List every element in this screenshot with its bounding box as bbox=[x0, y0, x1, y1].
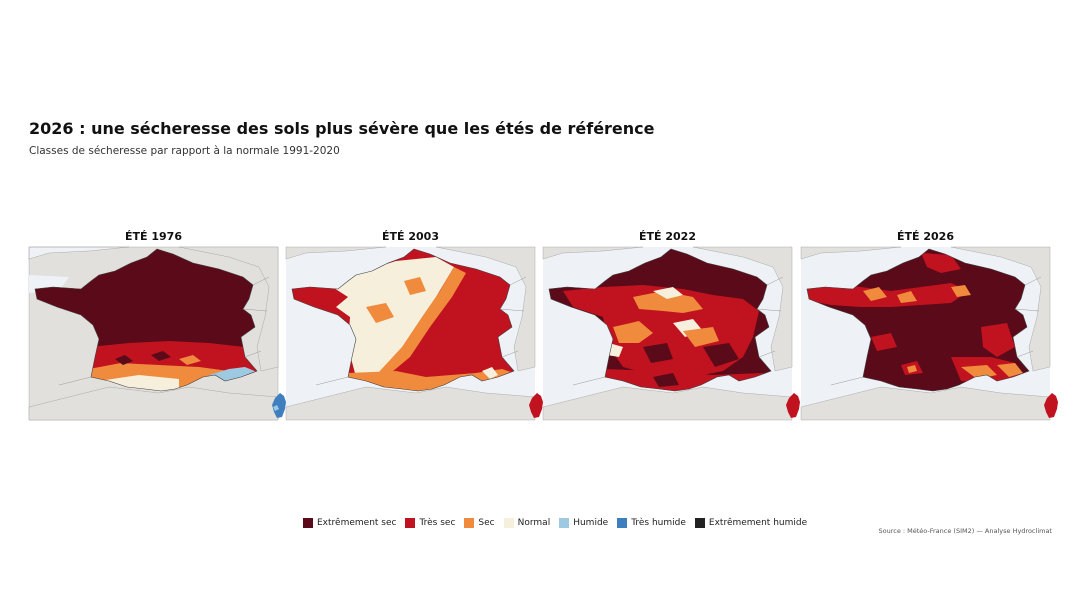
panel-title: ÉTÉ 2003 bbox=[382, 230, 439, 243]
corsica-icon bbox=[272, 393, 286, 418]
legend-label: Humide bbox=[573, 518, 609, 528]
legend-swatch bbox=[303, 518, 313, 528]
panel-title: ÉTÉ 2026 bbox=[897, 230, 954, 243]
legend-swatch bbox=[503, 518, 514, 528]
legend-label: Très sec bbox=[419, 518, 456, 528]
drought-map-2003 bbox=[285, 246, 543, 421]
page-subtitle: Classes de sécheresse par rapport à la n… bbox=[29, 145, 340, 157]
corsica-icon bbox=[786, 393, 800, 418]
corsica-icon bbox=[1044, 393, 1058, 418]
legend: Extrêmement sec Très sec Sec Normal Humide Tr… bbox=[303, 518, 807, 528]
legend-item-sec: Sec bbox=[464, 518, 495, 528]
map-panel-2022: ÉTÉ 2022 bbox=[542, 229, 800, 421]
legend-item-extremement-humide: Extrêmement humide bbox=[694, 518, 808, 528]
legend-label: Extrêmement humide bbox=[708, 518, 808, 528]
corsica-icon bbox=[529, 393, 543, 418]
drought-map-1976 bbox=[28, 246, 286, 421]
legend-swatch bbox=[559, 518, 570, 528]
legend-swatch bbox=[464, 518, 475, 528]
map-panel-2026: ÉTÉ 2026 bbox=[800, 229, 1058, 421]
legend-label: Extrêmement sec bbox=[317, 518, 397, 528]
legend-item-tres-sec: Très sec bbox=[405, 518, 455, 528]
legend-item-extremement-sec: Extrêmement sec bbox=[303, 518, 396, 528]
legend-swatch bbox=[694, 518, 705, 528]
drought-map-2022 bbox=[542, 246, 800, 421]
legend-item-normal: Normal bbox=[503, 518, 551, 528]
panel-title: ÉTÉ 1976 bbox=[125, 230, 182, 243]
legend-label: Très humide bbox=[631, 518, 686, 528]
legend-label: Normal bbox=[517, 518, 551, 528]
legend-swatch bbox=[405, 518, 416, 528]
drought-map-2026 bbox=[800, 246, 1058, 421]
legend-swatch bbox=[617, 518, 628, 528]
legend-item-humide: Humide bbox=[559, 518, 608, 528]
source-note: Source : Météo-France (SIM2) — Analyse H… bbox=[878, 527, 1053, 535]
page-title: 2026 : une sécheresse des sols plus sévè… bbox=[29, 119, 655, 138]
map-panel-2003: ÉTÉ 2003 bbox=[285, 229, 543, 421]
legend-item-tres-humide: Très humide bbox=[617, 518, 686, 528]
panel-title: ÉTÉ 2022 bbox=[639, 230, 696, 243]
map-panel-1976: ÉTÉ 1976 bbox=[28, 229, 286, 421]
legend-label: Sec bbox=[478, 518, 495, 528]
